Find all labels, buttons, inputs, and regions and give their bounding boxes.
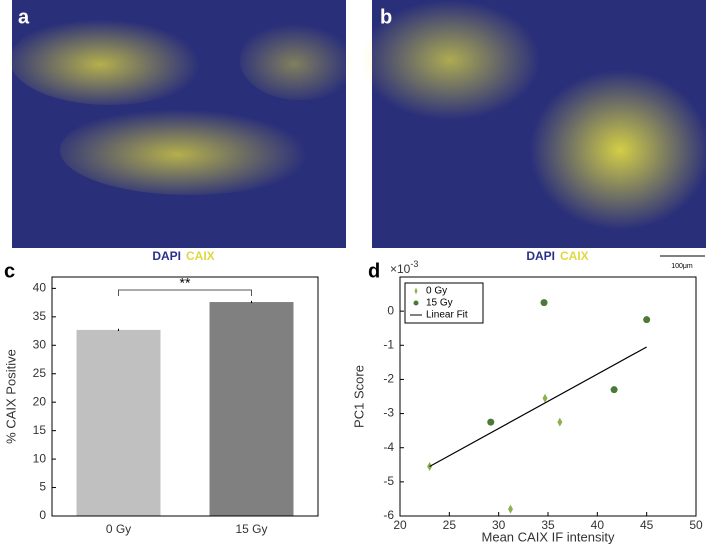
bar [209,302,294,516]
image-a [10,0,360,248]
y-tick-label: 40 [33,281,47,295]
x-tick-label: 35 [541,518,555,532]
legend-label: 15 Gy [426,298,453,309]
y-tick-label: 25 [33,366,47,380]
legend-swatch [414,287,418,295]
y-tick-label: 15 [33,423,47,437]
x-tick-label: 30 [492,518,506,532]
y-tick-label: 0 [39,508,46,522]
x-tick-label: 50 [689,518,703,532]
plot-frame [399,276,697,517]
y-tick-label: 5 [39,480,46,494]
x-tick-label: 40 [591,518,605,532]
y-axis-label: PC1 Score [351,365,366,428]
y-tick-label: 10 [33,451,47,465]
point [540,299,548,307]
y-tick-label: 30 [33,337,47,351]
legend-label: Linear Fit [426,310,468,321]
annotation: ** [180,275,191,291]
image-b [360,0,708,248]
stain-label: DAPI [526,249,555,263]
fit-line [429,346,647,468]
panel-label: c [4,260,15,282]
plot-frame [51,276,319,517]
y-tick-label: 35 [33,309,47,323]
x-tick-label: 20 [393,518,407,532]
y-tick-label: 20 [33,394,47,408]
point [487,418,495,426]
y-tick-label: 0 [387,303,394,317]
scale-label: 100μm [671,263,693,270]
panel-label: b [380,6,392,28]
point [643,316,651,324]
y-tick-label: -5 [383,474,394,488]
stain-label: CAIX [186,249,215,263]
legend-swatch [413,300,419,306]
stain-label: DAPI [152,249,181,263]
point [610,386,618,394]
panel-label: a [18,6,30,28]
x-tick-label: 15 Gy [235,522,267,536]
y-multiplier: ×10-3 [390,259,418,276]
significance-bracket [118,289,252,297]
x-axis-label: Mean CAIX IF intensity [482,529,615,544]
y-tick-label: -4 [383,440,394,454]
x-tick-label: 45 [640,518,654,532]
y-tick-label: -2 [383,372,394,386]
point [557,417,563,427]
y-axis-label: % CAIX Positive [3,349,18,444]
panel-label: d [368,260,380,282]
x-tick-label: 0 Gy [106,522,131,536]
point [542,393,548,403]
y-multiplier-power: -3 [410,259,418,269]
point [508,504,514,514]
stain-label: CAIX [560,249,589,263]
y-multiplier-base: ×10 [390,262,411,276]
y-tick-label: -3 [383,406,394,420]
x-tick-label: 25 [443,518,457,532]
y-tick-label: -1 [383,337,394,351]
legend-label: 0 Gy [426,286,447,297]
bar [76,329,161,516]
y-tick-label: -6 [383,508,394,522]
